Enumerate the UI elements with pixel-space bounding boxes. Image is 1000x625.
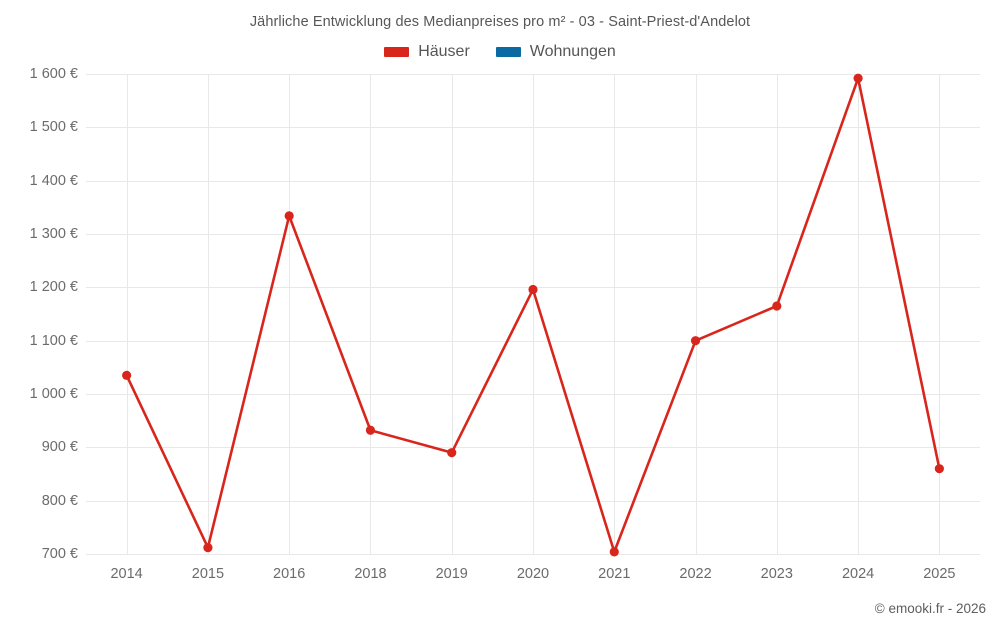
gridline-vertical bbox=[289, 74, 291, 554]
y-axis-tick-label: 1 300 € bbox=[29, 226, 78, 242]
y-axis-tick-label: 1 500 € bbox=[29, 119, 78, 136]
gridline-horizontal bbox=[86, 554, 980, 555]
x-axis-tick-label: 2022 bbox=[679, 566, 712, 582]
data-point[interactable] bbox=[444, 445, 460, 461]
data-point[interactable] bbox=[769, 298, 785, 314]
data-point[interactable] bbox=[200, 540, 216, 556]
x-axis-tick-label: 2016 bbox=[273, 566, 306, 582]
x-axis-tick-label: 2020 bbox=[516, 566, 550, 582]
gridline-vertical bbox=[370, 74, 372, 554]
gridline-vertical bbox=[776, 74, 778, 554]
footer-credit: © emooki.fr - 2026 bbox=[874, 601, 986, 616]
data-point[interactable] bbox=[606, 544, 622, 560]
y-axis-tick-label: 1 000 € bbox=[29, 386, 78, 402]
x-axis-tick-label: 2023 bbox=[760, 566, 793, 582]
y-axis-tick-label: 900 € bbox=[41, 439, 78, 456]
gridline-vertical bbox=[451, 74, 453, 554]
y-axis-tick-label: 1 400 € bbox=[29, 172, 78, 189]
x-axis-tick-label: 2014 bbox=[110, 566, 143, 582]
legend-swatch-icon bbox=[384, 47, 410, 57]
gridline-vertical bbox=[939, 74, 941, 554]
chart-legend: Häuser Wohnungen bbox=[0, 43, 1000, 61]
legend-item-label: Wohnungen bbox=[529, 43, 616, 60]
gridline-vertical bbox=[533, 74, 534, 554]
x-axis-tick-label: 2018 bbox=[354, 566, 387, 582]
y-axis-tick-label: 700 € bbox=[41, 546, 78, 562]
gridline-vertical bbox=[695, 74, 697, 554]
data-point[interactable] bbox=[119, 367, 135, 383]
data-point[interactable] bbox=[688, 333, 704, 349]
plot-area bbox=[86, 74, 980, 555]
data-point[interactable] bbox=[281, 208, 297, 224]
legend-swatch-icon bbox=[495, 47, 521, 57]
legend-item-label: Häuser bbox=[418, 43, 470, 60]
legend-item-haeuser[interactable]: Häuser bbox=[384, 43, 470, 61]
x-axis-tick-label: 2021 bbox=[598, 566, 631, 582]
legend-item-wohnungen[interactable]: Wohnungen bbox=[495, 43, 616, 61]
y-axis-tick-label: 1 600 € bbox=[29, 66, 78, 82]
x-axis-tick-label: 2024 bbox=[841, 566, 875, 582]
gridline-vertical bbox=[858, 74, 860, 554]
x-axis-tick-label: 2025 bbox=[923, 566, 956, 582]
data-point[interactable] bbox=[931, 461, 947, 477]
y-axis-tick-label: 800 € bbox=[41, 492, 78, 509]
gridline-vertical bbox=[207, 74, 209, 554]
x-axis-tick-label: 2015 bbox=[191, 566, 225, 582]
x-axis-tick-label: 2019 bbox=[435, 566, 468, 582]
y-axis-tick-label: 1 200 € bbox=[29, 279, 78, 296]
page-title: Jährliche Entwicklung des Medianpreises … bbox=[249, 14, 751, 30]
gridline-vertical bbox=[614, 74, 616, 554]
y-axis-tick-label: 1 100 € bbox=[29, 332, 78, 349]
gridline-vertical bbox=[126, 74, 128, 554]
